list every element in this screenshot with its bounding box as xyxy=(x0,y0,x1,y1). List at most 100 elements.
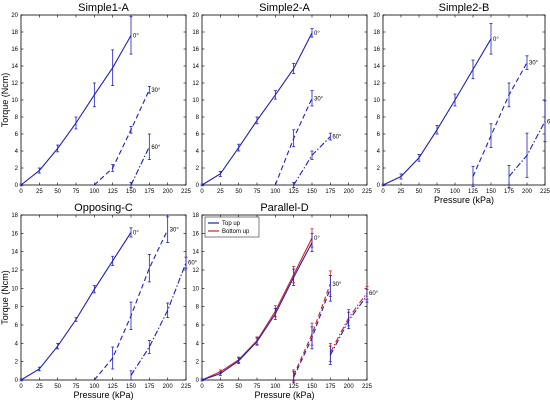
y-tick-label: 10 xyxy=(373,98,380,104)
x-tick-label: 0 xyxy=(19,189,23,195)
x-tick-label: 175 xyxy=(144,189,155,195)
series-annotation: 0° xyxy=(314,236,320,242)
x-tick-label: 150 xyxy=(307,384,318,390)
series-line xyxy=(130,146,150,186)
y-tick-label: 0 xyxy=(196,378,200,384)
panel-title: Parallel-D xyxy=(260,202,308,214)
x-tick-label: 50 xyxy=(54,384,61,390)
panel-title: Opposing-C xyxy=(74,202,133,214)
x-axis-label: Pressure (kPa) xyxy=(434,195,494,205)
y-tick-label: 2 xyxy=(15,360,19,366)
x-tick-label: 100 xyxy=(270,189,281,195)
x-tick-label: 25 xyxy=(36,189,43,195)
panel-1: Simple1-A 0 25 50 75 100 125 150 175 200 225 0 2 4 6 8 1… xyxy=(0,2,192,195)
legend-box xyxy=(204,216,260,238)
x-axis-label: Pressure (kPa) xyxy=(73,390,133,400)
y-tick-label: 0 xyxy=(377,183,381,189)
x-tick-label: 150 xyxy=(486,189,497,195)
x-tick-label: 125 xyxy=(289,384,300,390)
plot-frame xyxy=(201,214,368,381)
x-tick-label: 225 xyxy=(540,189,550,195)
legend-label: Bottom up xyxy=(222,229,250,235)
y-tick-label: 6 xyxy=(196,132,200,138)
y-tick-label: 0 xyxy=(15,378,19,384)
panel-title: Simple2-A xyxy=(259,2,310,14)
y-tick-label: 4 xyxy=(196,341,200,347)
x-tick-label: 225 xyxy=(181,384,192,390)
y-tick-label: 18 xyxy=(373,30,380,36)
x-tick-label: 75 xyxy=(73,384,80,390)
panel-4: Opposing-C0 25 50 75 100 125 150 175 200 22502468… xyxy=(0,202,198,400)
x-tick-label: 175 xyxy=(325,189,336,195)
series-line xyxy=(293,283,331,376)
y-tick-label: 4 xyxy=(196,149,200,155)
y-tick-label: 8 xyxy=(15,305,19,311)
x-tick-label: 0 xyxy=(200,384,204,390)
legend-label: Top up xyxy=(222,221,241,227)
x-tick-label: 200 xyxy=(163,384,174,390)
y-tick-label: 16 xyxy=(192,47,199,53)
plot-frame xyxy=(20,14,187,186)
y-tick-label: 18 xyxy=(11,213,18,219)
y-tick-label: 0 xyxy=(196,183,200,189)
x-tick-label: 25 xyxy=(217,189,224,195)
x-tick-label: 225 xyxy=(362,189,373,195)
y-tick-label: 6 xyxy=(377,132,381,138)
plot-frame xyxy=(201,14,368,186)
x-tick-label: 100 xyxy=(89,189,100,195)
y-tick-label: 12 xyxy=(192,81,199,87)
x-tick-label: 0 xyxy=(19,384,23,390)
panel-3: Simple2-B 0 25 50 75 100 125 150 175 200 225 0 2 4 6 8 1… xyxy=(373,2,550,205)
y-tick-label: 16 xyxy=(192,231,199,237)
series-annotation: 60° xyxy=(151,145,161,151)
series-annotation: 60° xyxy=(369,291,379,297)
x-tick-label: 125 xyxy=(108,189,119,195)
y-tick-label: 20 xyxy=(192,13,199,19)
series-annotation: 0° xyxy=(314,31,320,37)
x-tick-label: 50 xyxy=(235,189,242,195)
x-tick-label: 150 xyxy=(126,189,137,195)
y-tick-label: 20 xyxy=(373,13,380,19)
panel-5: Parallel-D 0 25 50 75 100 125 150 175 200 225 0 2 4 6 8… xyxy=(192,202,378,400)
plot-frame xyxy=(382,14,546,186)
y-tick-label: 8 xyxy=(196,305,200,311)
y-tick-label: 6 xyxy=(196,323,200,329)
series-annotation: 30° xyxy=(332,282,342,288)
y-tick-label: 16 xyxy=(373,47,380,53)
x-tick-label: 25 xyxy=(398,189,405,195)
y-tick-label: 0 xyxy=(15,183,19,189)
x-tick-label: 125 xyxy=(108,384,119,390)
y-tick-label: 12 xyxy=(192,268,199,274)
y-tick-label: 8 xyxy=(196,115,200,121)
x-tick-label: 25 xyxy=(36,384,43,390)
y-tick-label: 8 xyxy=(15,115,19,121)
x-tick-label: 25 xyxy=(217,384,224,390)
series-annotation: 0° xyxy=(133,33,139,39)
y-tick-label: 14 xyxy=(11,64,18,70)
y-tick-label: 4 xyxy=(377,149,381,155)
y-tick-label: 16 xyxy=(11,47,18,53)
panel-2: Simple2-A 0 25 50 75 100 125 150 175 200 225 0 2 4 6 8 1… xyxy=(192,2,372,195)
y-axis-label: Torque (Ncm) xyxy=(0,73,10,128)
x-tick-label: 175 xyxy=(325,384,336,390)
x-tick-label: 75 xyxy=(254,384,261,390)
y-tick-label: 12 xyxy=(11,81,18,87)
x-tick-label: 150 xyxy=(307,189,318,195)
series-annotation: 60° xyxy=(332,135,342,141)
x-tick-label: 225 xyxy=(362,384,373,390)
x-tick-label: 150 xyxy=(126,384,137,390)
x-tick-label: 200 xyxy=(163,189,174,195)
y-tick-label: 6 xyxy=(15,323,19,329)
series-annotation: 60° xyxy=(547,119,550,125)
x-tick-label: 50 xyxy=(235,384,242,390)
x-tick-label: 100 xyxy=(89,384,100,390)
x-tick-label: 200 xyxy=(344,384,355,390)
y-tick-label: 4 xyxy=(15,149,19,155)
y-tick-label: 2 xyxy=(377,166,381,172)
series-annotation: 0° xyxy=(133,230,139,236)
y-tick-label: 14 xyxy=(373,64,380,70)
x-tick-label: 100 xyxy=(450,189,461,195)
x-tick-label: 75 xyxy=(434,189,441,195)
panel-title: Simple2-B xyxy=(439,2,490,14)
